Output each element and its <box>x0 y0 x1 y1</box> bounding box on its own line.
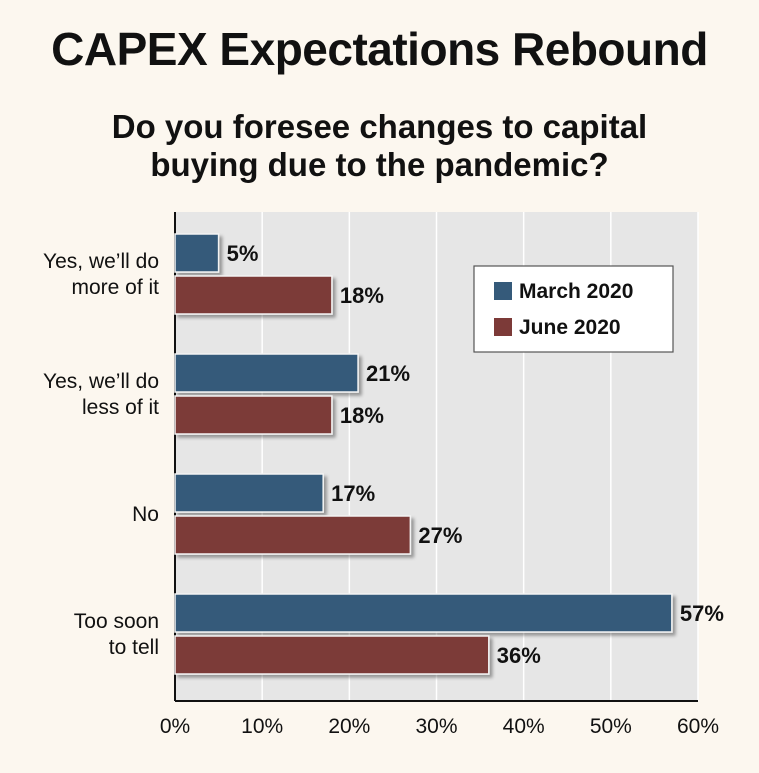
category-label: less of it <box>82 396 159 419</box>
bar-march-2020 <box>174 593 673 633</box>
category-label: No <box>132 503 159 526</box>
legend-label: June 2020 <box>519 316 621 339</box>
legend-box <box>473 265 674 353</box>
x-tick-label: 20% <box>328 715 370 738</box>
bar-value-label: 21% <box>366 361 410 386</box>
bar-value-label: 36% <box>497 643 541 668</box>
x-tick-label: 0% <box>160 715 190 738</box>
x-tick-label: 40% <box>503 715 545 738</box>
legend-swatch <box>494 282 512 300</box>
category-label: Yes, we’ll do <box>43 250 159 273</box>
chart-subtitle: Do you foresee changes to capital buying… <box>0 108 759 184</box>
chart-title: CAPEX Expectations Rebound <box>51 23 708 75</box>
x-tick-label: 30% <box>415 715 457 738</box>
bar-value-label: 27% <box>418 523 462 548</box>
bar-value-label: 18% <box>340 283 384 308</box>
bar-june-2020 <box>174 275 333 315</box>
bar-value-label: 57% <box>680 601 724 626</box>
bar-june-2020 <box>174 395 333 435</box>
legend-swatch <box>494 318 512 336</box>
bar-june-2020 <box>174 515 412 555</box>
x-tick-label: 60% <box>677 715 719 738</box>
category-label: more of it <box>71 276 159 299</box>
bar-june-2020 <box>174 635 490 675</box>
bar-march-2020 <box>174 353 359 393</box>
bar-march-2020 <box>174 473 324 513</box>
legend-label: March 2020 <box>519 280 633 303</box>
category-label: to tell <box>109 636 159 659</box>
category-label: Too soon <box>74 610 159 633</box>
x-tick-label: 50% <box>590 715 632 738</box>
bar-value-label: 18% <box>340 403 384 428</box>
bar-march-2020 <box>174 233 220 273</box>
bar-value-label: 5% <box>227 241 259 266</box>
bar-value-label: 17% <box>331 481 375 506</box>
category-label: Yes, we’ll do <box>43 370 159 393</box>
x-tick-label: 10% <box>241 715 283 738</box>
subtitle-line-1: Do you foresee changes to capital <box>111 108 648 145</box>
subtitle-line-2: buying due to the pandemic? <box>150 146 609 183</box>
